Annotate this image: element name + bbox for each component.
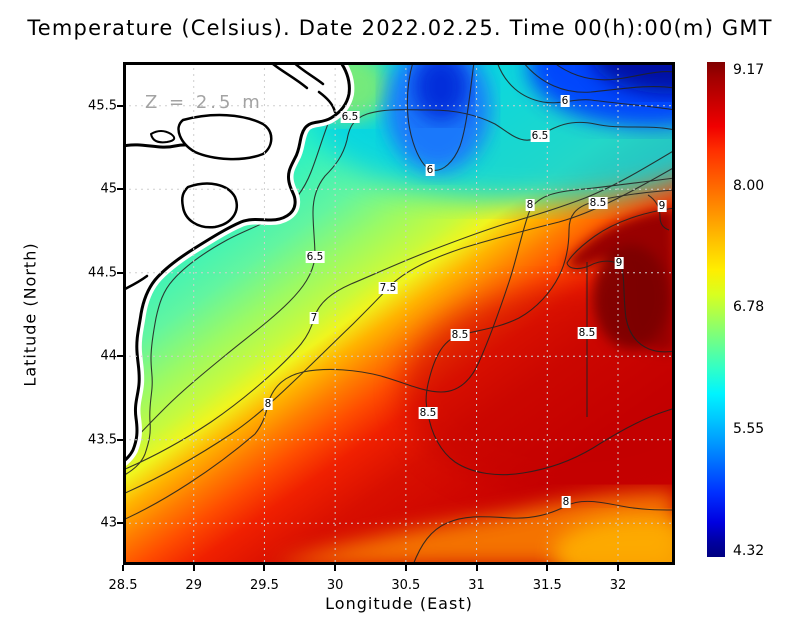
x-tick-mark bbox=[263, 565, 266, 571]
x-tick-label: 29.5 bbox=[249, 578, 279, 593]
y-tick-mark bbox=[117, 188, 123, 191]
cold-blue-patch-core bbox=[413, 62, 469, 121]
map-plot-area bbox=[123, 62, 675, 565]
contour-label: 7.5 bbox=[378, 282, 398, 294]
plot-frame bbox=[123, 62, 675, 565]
depth-annotation: Z = 2.5 m bbox=[145, 92, 263, 113]
contour-label: 8 bbox=[561, 496, 571, 508]
y-tick-label: 43.5 bbox=[88, 432, 117, 448]
x-tick-label: 31 bbox=[468, 578, 485, 593]
x-tick-mark bbox=[192, 565, 195, 571]
contour-label: 8.5 bbox=[418, 407, 438, 419]
x-tick-mark bbox=[617, 565, 619, 571]
contour-label: 8.5 bbox=[577, 327, 597, 339]
x-tick-label: 31.5 bbox=[532, 578, 562, 593]
bottom-right-orange bbox=[553, 516, 675, 565]
contour-label: 6.5 bbox=[305, 251, 325, 263]
x-tick-label: 29 bbox=[185, 578, 202, 593]
colorbar-tick-label: 9.17 bbox=[733, 62, 765, 78]
colorbar-tick-label: 6.78 bbox=[733, 299, 765, 316]
contour-label: 8.5 bbox=[450, 329, 470, 341]
contour-label: 6.5 bbox=[530, 130, 550, 142]
y-tick-mark bbox=[117, 355, 123, 358]
contour-label: 8.5 bbox=[588, 197, 608, 209]
y-tick-label: 44 bbox=[100, 348, 117, 364]
contour-label: 6 bbox=[425, 164, 435, 176]
y-axis-label: Latitude (North) bbox=[20, 242, 40, 387]
contour-label: 6 bbox=[560, 95, 570, 107]
isotherm-contours bbox=[123, 62, 675, 565]
graticule-gridlines bbox=[123, 62, 675, 565]
colorbar-tick-label: 5.55 bbox=[733, 421, 765, 437]
colorbar bbox=[707, 62, 725, 557]
y-tick-mark bbox=[117, 522, 123, 525]
y-tick-mark bbox=[117, 104, 123, 107]
y-tick-mark bbox=[117, 438, 123, 441]
warm-red-region bbox=[403, 287, 675, 497]
y-tick-label: 44.5 bbox=[88, 265, 117, 281]
y-tick-mark bbox=[117, 271, 123, 274]
x-axis-label: Longitude (East) bbox=[325, 594, 473, 613]
x-tick-mark bbox=[404, 565, 407, 571]
contour-label: 7 bbox=[309, 312, 319, 324]
y-tick-label: 43 bbox=[100, 515, 117, 531]
x-tick-mark bbox=[122, 565, 124, 571]
x-tick-mark bbox=[546, 565, 549, 571]
x-tick-label: 30.5 bbox=[391, 578, 421, 593]
contour-label: 9 bbox=[657, 200, 667, 212]
contour-label: 8 bbox=[263, 398, 273, 410]
x-tick-mark bbox=[334, 565, 337, 571]
contour-label: 8 bbox=[525, 199, 535, 211]
figure-title: Temperature (Celsius). Date 2022.02.25. … bbox=[27, 16, 773, 40]
x-tick-label: 28.5 bbox=[108, 578, 138, 593]
colorbar-tick-label: 8.00 bbox=[733, 178, 765, 195]
x-tick-mark bbox=[475, 565, 478, 571]
sea-temperature-field bbox=[123, 62, 675, 565]
x-tick-label: 32 bbox=[609, 578, 627, 593]
warmest-core bbox=[593, 245, 669, 349]
x-tick-label: 30 bbox=[326, 578, 344, 593]
contour-label: 6.5 bbox=[340, 111, 360, 123]
land-coastline bbox=[123, 62, 351, 464]
y-tick-label: 45.5 bbox=[88, 98, 117, 114]
colorbar-tick-label: 4.32 bbox=[733, 543, 765, 559]
contour-label: 9 bbox=[614, 257, 624, 269]
y-tick-label: 45 bbox=[100, 181, 117, 197]
rivers-and-lakes bbox=[123, 62, 337, 292]
